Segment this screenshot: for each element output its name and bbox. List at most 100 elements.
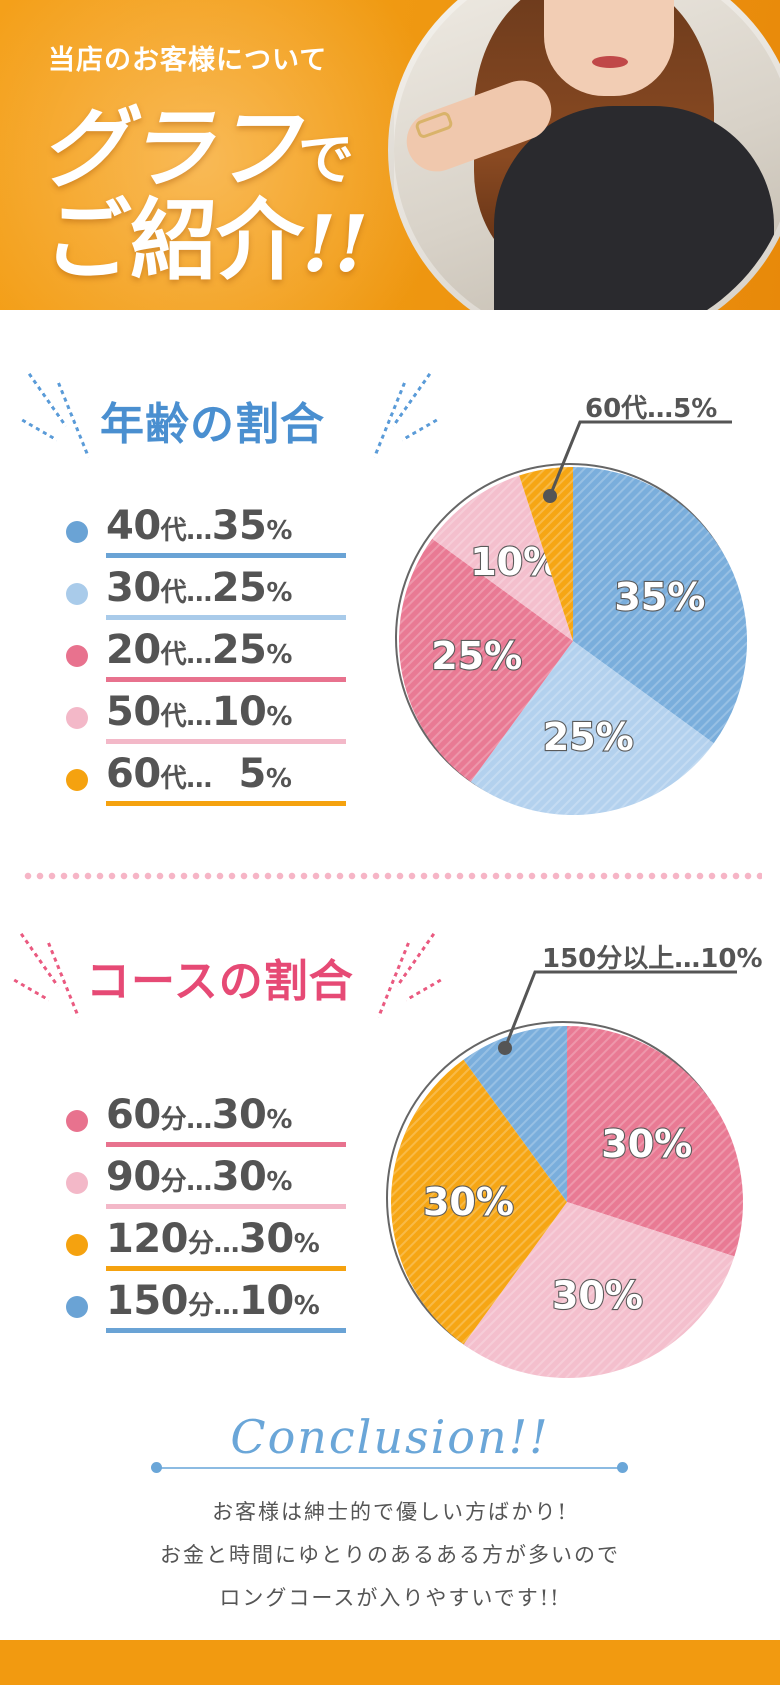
legend-suffix: 代 (160, 702, 187, 732)
photo-face (544, 0, 674, 96)
legend-sep: … (186, 764, 212, 794)
legend-value: 25 (211, 565, 267, 611)
hero-headline-2: ご紹介!! (44, 170, 369, 297)
title-deco-right-2 (401, 418, 438, 442)
age-pie-slice-texture (470, 641, 714, 815)
legend-underline (106, 1204, 346, 1209)
legend-label: 120 (106, 1216, 189, 1262)
course-section-title: コースの割合 (86, 956, 354, 1007)
course-pie-label: 30% (552, 1274, 643, 1318)
legend-underline (106, 1328, 346, 1333)
legend-value: 30 (239, 1216, 294, 1262)
legend-label: 150 (106, 1278, 189, 1324)
age-pie-slice-texture (519, 467, 573, 641)
legend-dot (66, 1234, 88, 1256)
legend-value: 10 (211, 689, 267, 735)
legend-sep: … (186, 640, 212, 670)
course-callout-dot (498, 1041, 512, 1055)
legend-dot (66, 769, 88, 791)
hero-glow (0, 0, 460, 310)
legend-suffix: 代 (160, 578, 187, 608)
photo-lips (592, 56, 628, 68)
age-pie-slice-texture (432, 475, 573, 641)
legend-sep: … (186, 1167, 212, 1197)
title-deco-left-2 (21, 418, 58, 442)
legend-label: 20 (106, 627, 161, 673)
legend-value: 10 (239, 1278, 294, 1324)
legend-dot (66, 1296, 88, 1318)
legend-text: 20代…25% (106, 627, 292, 673)
legend-suffix: 代 (160, 764, 187, 794)
legend-label: 90 (106, 1154, 161, 1200)
age-callout: 60代…5% (585, 394, 718, 424)
legend-underline (106, 615, 346, 620)
age-pie-label: 25% (543, 715, 634, 759)
legend-value: 5 (211, 751, 267, 797)
legend-sep: … (186, 516, 212, 546)
legend-value: 35 (211, 503, 267, 549)
legend-text: 60代… 5% (106, 751, 292, 797)
legend-label: 60 (106, 1092, 161, 1138)
footer-bar (0, 1640, 780, 1685)
legend-text: 60分…30% (106, 1092, 292, 1138)
legend-suffix: 代 (160, 516, 187, 546)
legend-suffix: 分 (160, 1167, 187, 1197)
hero-photo (388, 0, 780, 310)
course-pie-label: 30% (423, 1180, 514, 1224)
legend-label: 50 (106, 689, 161, 735)
hero-banner: 当店のお客様について グラフで ご紹介!! (0, 0, 780, 310)
course-pie-slice-texture (567, 1026, 743, 1257)
legend-sep: … (186, 1105, 212, 1135)
age-pie-chart: 35%25%25%10% (395, 463, 747, 815)
legend-sep: … (186, 702, 212, 732)
legend-text: 90分…30% (106, 1154, 292, 1200)
course-callout: 150分以上…10% (542, 944, 763, 974)
hero-headline-1-main: グラフ (40, 96, 300, 200)
age-callout-line (548, 420, 732, 497)
conclusion-rule (156, 1467, 622, 1469)
legend-suffix: 分 (188, 1229, 214, 1259)
legend-unit: % (266, 516, 292, 546)
legend-value: 25 (211, 627, 267, 673)
age-callout-dot (543, 489, 557, 503)
legend-dot (66, 583, 88, 605)
conclusion-rule-dot-right (617, 1462, 628, 1473)
legend-unit: % (293, 1229, 320, 1259)
title-deco-right-2 (405, 978, 442, 1002)
age-section-title: 年齢の割合 (100, 399, 325, 450)
legend-text: 40代…35% (106, 503, 292, 549)
age-pie-slice-texture (573, 467, 747, 744)
title-deco-left-2 (13, 978, 50, 1002)
legend-dot (66, 1110, 88, 1132)
course-pie-label: 30% (601, 1122, 692, 1166)
legend-label: 60 (106, 751, 161, 797)
hero-kicker: 当店のお客様について (48, 45, 328, 76)
section-divider (22, 872, 762, 880)
conclusion-line-1: お客様は紳士的で優しい方ばかり! (212, 1500, 568, 1524)
age-pie-slice-texture (399, 538, 573, 782)
legend-suffix: 分 (188, 1291, 214, 1321)
legend-underline (106, 739, 346, 744)
legend-value: 30 (211, 1154, 267, 1200)
legend-text: 30代…25% (106, 565, 292, 611)
legend-suffix: 代 (160, 640, 187, 670)
course-callout-line (503, 970, 737, 1049)
course-pie-slice-texture (463, 1202, 735, 1378)
legend-sep: … (186, 578, 212, 608)
conclusion-line-2: お金と時間にゆとりのあるある方が多いので (160, 1543, 620, 1567)
course-pie-slice-texture (463, 1026, 567, 1202)
course-pie-slice-texture (391, 1059, 567, 1345)
conclusion-title: Conclusion!! (230, 1410, 550, 1464)
course-pie-chart: 30% 30% 30% (386, 1021, 743, 1378)
legend-text: 150分…10% (106, 1278, 320, 1324)
course-callout-leader (498, 970, 737, 1055)
age-pie-label: 35% (614, 575, 705, 619)
legend-underline (106, 1142, 346, 1147)
hero-headline-2-main: ご紹介 (44, 188, 304, 292)
legend-unit: % (266, 1105, 292, 1135)
legend-unit: % (265, 764, 292, 794)
legend-dot (66, 521, 88, 543)
conclusion-line-3: ロングコースが入りやすいです!! (219, 1586, 561, 1610)
legend-dot (66, 707, 88, 729)
legend-text: 50代…10% (106, 689, 292, 735)
